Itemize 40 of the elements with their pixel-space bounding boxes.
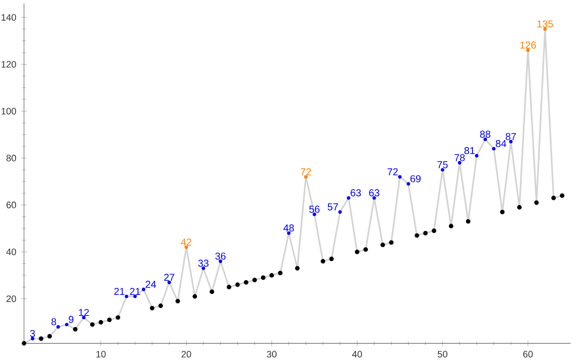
data-label: 75: [438, 161, 448, 168]
data-label: 135: [537, 20, 553, 28]
data-label: 3: [30, 330, 35, 338]
data-label: 63: [350, 189, 361, 196]
data-label: 36: [215, 252, 226, 260]
y-tick-label: 20: [6, 295, 16, 302]
x-tick-label: 40: [352, 350, 362, 358]
y-tick-label: 100: [2, 108, 16, 114]
data-label: 48: [283, 224, 294, 232]
data-label: 126: [520, 42, 536, 49]
y-tick-label: 140: [2, 14, 16, 21]
data-label: 8: [51, 318, 56, 326]
x-tick-label: 50: [438, 350, 448, 358]
data-label: 21: [114, 288, 124, 295]
data-label: 12: [78, 308, 89, 316]
y-tick-label: 120: [2, 61, 16, 68]
data-label: 27: [164, 274, 174, 281]
y-tick-label: 40: [6, 248, 16, 256]
data-label: 72: [300, 168, 311, 176]
y-tick-label: 80: [6, 154, 16, 162]
data-label: 69: [410, 175, 421, 182]
data-label: 42: [180, 238, 192, 246]
data-label: 33: [198, 260, 208, 267]
data-label: 24: [146, 280, 156, 288]
x-tick-label: 20: [182, 350, 192, 358]
data-label: 72: [388, 168, 398, 176]
x-tick-label: 60: [523, 350, 533, 358]
x-tick-label: 30: [266, 350, 277, 358]
data-label: 9: [68, 316, 74, 323]
data-label: 78: [454, 154, 465, 162]
data-label: 57: [328, 203, 338, 210]
x-tick-label: 10: [96, 350, 106, 358]
data-label: 81: [464, 147, 475, 154]
data-label: 56: [309, 206, 320, 213]
data-label: 88: [480, 130, 490, 138]
data-label: 87: [506, 132, 516, 140]
y-tick-label: 60: [6, 202, 16, 208]
data-label: 21: [130, 288, 140, 295]
data-label: 63: [369, 189, 380, 196]
data-label: 84: [496, 140, 506, 148]
